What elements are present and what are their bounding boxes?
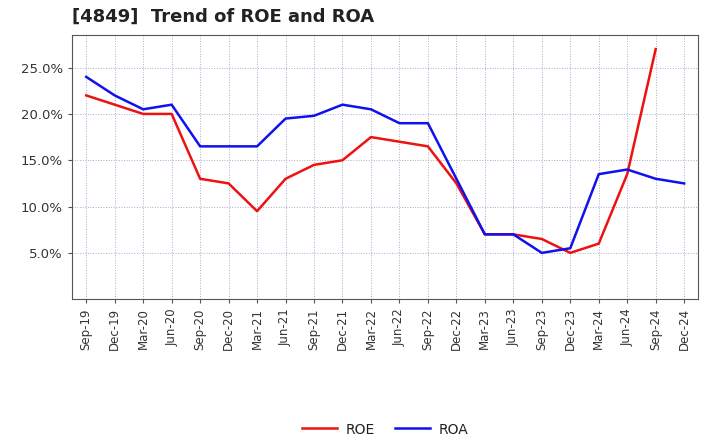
- ROA: [566, 246, 575, 251]
- ROA: [225, 144, 233, 149]
- ROE: [537, 236, 546, 242]
- ROE: [509, 232, 518, 237]
- ROE: [225, 181, 233, 186]
- ROA: [480, 232, 489, 237]
- ROE: [253, 209, 261, 214]
- ROA: [509, 232, 518, 237]
- ROE: [366, 135, 375, 140]
- ROE: [623, 172, 631, 177]
- ROE: [139, 111, 148, 117]
- ROE: [282, 176, 290, 181]
- ROA: [595, 172, 603, 177]
- ROE: [310, 162, 318, 168]
- Legend: ROE, ROA: ROE, ROA: [297, 417, 474, 440]
- ROA: [680, 181, 688, 186]
- ROA: [395, 121, 404, 126]
- ROE: [423, 144, 432, 149]
- ROA: [623, 167, 631, 172]
- ROE: [652, 47, 660, 52]
- Text: [4849]  Trend of ROE and ROA: [4849] Trend of ROE and ROA: [72, 7, 374, 26]
- ROE: [82, 93, 91, 98]
- ROA: [366, 106, 375, 112]
- ROE: [338, 158, 347, 163]
- ROA: [167, 102, 176, 107]
- ROE: [167, 111, 176, 117]
- ROE: [566, 250, 575, 256]
- ROA: [537, 250, 546, 256]
- ROE: [595, 241, 603, 246]
- ROE: [395, 139, 404, 144]
- ROA: [253, 144, 261, 149]
- ROE: [480, 232, 489, 237]
- ROA: [310, 113, 318, 118]
- ROA: [452, 176, 461, 181]
- ROA: [338, 102, 347, 107]
- ROA: [196, 144, 204, 149]
- ROE: [196, 176, 204, 181]
- ROA: [423, 121, 432, 126]
- ROA: [652, 176, 660, 181]
- ROA: [282, 116, 290, 121]
- Line: ROE: ROE: [86, 49, 656, 253]
- ROE: [452, 181, 461, 186]
- ROE: [110, 102, 119, 107]
- ROA: [82, 74, 91, 80]
- Line: ROA: ROA: [86, 77, 684, 253]
- ROA: [110, 93, 119, 98]
- ROA: [139, 106, 148, 112]
